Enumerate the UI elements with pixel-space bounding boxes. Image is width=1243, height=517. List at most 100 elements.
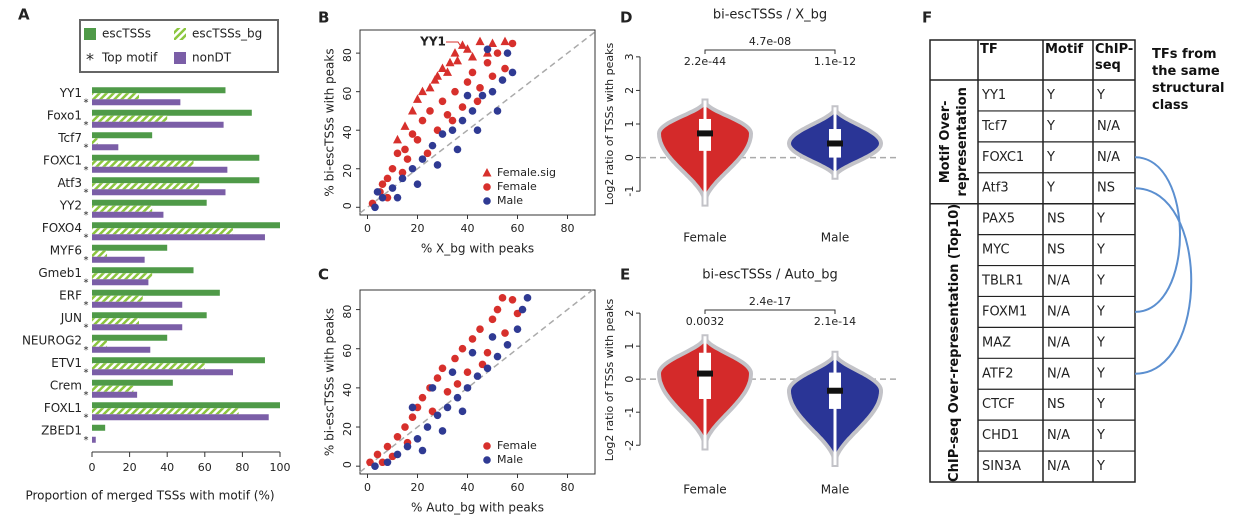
point: [393, 193, 402, 202]
y-tick-label: 40: [341, 383, 354, 397]
point: [393, 433, 402, 441]
y-tick-label: 2: [623, 310, 636, 317]
point: [476, 325, 484, 333]
category-label: MYF6: [50, 243, 82, 257]
plot-frame: [359, 29, 596, 216]
point: [393, 149, 402, 158]
point: [463, 91, 472, 100]
point: [418, 393, 427, 402]
x-tick-label: 20: [123, 461, 137, 474]
category-label: ETV1: [51, 356, 82, 370]
table-cell: NS: [1097, 181, 1115, 196]
legend-marker: [483, 442, 491, 450]
point: [458, 344, 467, 353]
table-cell: Y: [1046, 119, 1055, 134]
point: [451, 87, 459, 96]
header-cell: Motif: [1045, 42, 1084, 57]
y-tick-label: -1: [623, 186, 636, 197]
point: [443, 67, 452, 76]
point: [498, 294, 507, 302]
y-tick-label: 20: [341, 164, 354, 178]
point: [501, 64, 509, 73]
point: [503, 341, 512, 349]
point: [488, 333, 497, 341]
point: [498, 76, 507, 84]
point: [450, 48, 460, 57]
bar: [92, 222, 280, 229]
bar: [92, 244, 168, 251]
x-tick-label: 20: [411, 222, 425, 235]
y-tick-label: 2: [623, 87, 636, 94]
group-label: ChIP-seq Over-representation (Top10): [946, 203, 962, 482]
x-tick-label: 80: [561, 222, 575, 235]
point: [493, 352, 502, 361]
table-cell: Y: [1096, 428, 1105, 443]
table-cell: Y: [1096, 274, 1105, 289]
point: [408, 403, 417, 412]
y-tick-label: 1: [623, 343, 636, 350]
table-note: TFs from the same structural class: [1152, 47, 1225, 113]
point: [448, 126, 457, 135]
point: [508, 68, 517, 77]
top-motif-marker: *: [84, 345, 89, 356]
table-cell: N/A: [1047, 274, 1070, 289]
panel-label: F: [922, 9, 932, 27]
x-tick-label: 20: [411, 481, 425, 494]
median: [827, 140, 843, 147]
point: [425, 82, 435, 92]
point: [401, 423, 409, 431]
bar: [92, 346, 151, 353]
category-label: Atf3: [57, 176, 82, 190]
point: [371, 462, 379, 470]
table-cell: MYC: [982, 243, 1010, 258]
panel-label: A: [18, 6, 30, 24]
comparison-p-value: 4.7e-08: [749, 35, 791, 48]
point: [488, 72, 497, 81]
y-tick-label: 60: [341, 344, 354, 358]
annotation: YY1: [419, 35, 446, 49]
table-cell: SIN3A: [982, 459, 1021, 474]
median: [697, 370, 713, 377]
top-motif-marker: *: [84, 435, 89, 446]
table-cell: N/A: [1047, 428, 1070, 443]
point: [463, 78, 472, 86]
table-cell: Y: [1046, 150, 1055, 165]
table-cell: N/A: [1047, 304, 1070, 319]
legend-swatch: [84, 28, 96, 40]
point: [463, 384, 472, 392]
table-cell: N/A: [1097, 150, 1120, 165]
bar: [92, 138, 98, 145]
point: [473, 372, 482, 380]
table-cell: Y: [1096, 335, 1105, 350]
table-cell: Y: [1046, 88, 1055, 103]
y-tick-label: 0: [341, 202, 354, 209]
top-motif-marker: *: [84, 412, 89, 423]
plot-frame: [359, 289, 596, 475]
bar: [92, 340, 108, 347]
point: [423, 149, 432, 158]
point: [453, 55, 462, 65]
point: [383, 458, 392, 467]
point: [430, 75, 440, 84]
group-label: Motif Over-representation: [938, 87, 970, 197]
table-cell: Y: [1096, 397, 1105, 412]
table-cell: Y: [1096, 304, 1105, 319]
bar: [92, 205, 153, 212]
category-label: JUN: [60, 311, 82, 325]
header-cell-box: TF: [980, 42, 998, 57]
y-tick-label: 0: [341, 461, 354, 468]
diagonal: [359, 289, 593, 473]
point: [478, 91, 487, 100]
class-link: [1134, 156, 1181, 313]
bar: [92, 87, 226, 94]
point: [501, 329, 509, 337]
y-axis-label: % bi-escTSSs with peaks: [323, 48, 337, 196]
table-cell: N/A: [1097, 119, 1120, 134]
point: [428, 384, 437, 392]
point: [438, 63, 447, 73]
y-tick-label: -1: [623, 407, 636, 418]
point: [493, 49, 502, 57]
point: [488, 38, 497, 47]
table-cell: YY1: [981, 88, 1006, 103]
